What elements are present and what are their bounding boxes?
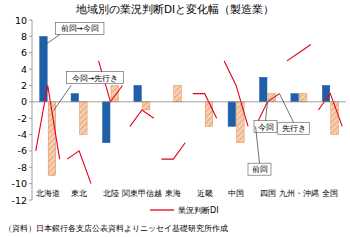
y-tick (29, 69, 32, 70)
plot-marks (36, 36, 342, 183)
y-tick-label: 4 (21, 64, 27, 75)
y-tick (29, 52, 32, 53)
annotation: 前回 (252, 165, 268, 174)
annotation-box (248, 163, 271, 175)
annotation-box (67, 72, 124, 84)
y-tick (29, 150, 32, 151)
y-tick-label: 10 (15, 15, 27, 26)
zero-line (32, 101, 346, 102)
bar (174, 85, 182, 101)
y-tick (29, 183, 32, 184)
di-line (193, 94, 217, 119)
bar (291, 94, 299, 102)
chart: 地域別の業況判断DIと変化幅（製造業） -12 -10 -8 -6 -4 -2 0 2 4 6 8 10… (0, 0, 350, 237)
di-line (318, 94, 342, 127)
y-tick (29, 134, 32, 135)
y-tick-label: -10 (11, 178, 27, 189)
bar (299, 94, 307, 102)
di-line (130, 110, 154, 126)
y-tick (29, 101, 32, 102)
di-line (161, 143, 185, 159)
di-line (67, 151, 91, 184)
bar (142, 102, 150, 110)
y-tick-label: -6 (18, 145, 27, 156)
bar (260, 77, 268, 102)
x-tick-label: 北海道 (36, 189, 60, 198)
x-tick-label: 北陸 (103, 189, 119, 198)
title: 地域別の業況判断DIと変化幅（製造業） (75, 3, 274, 15)
y-tick (29, 167, 32, 168)
y-axis (32, 20, 33, 200)
annotation-arrow (54, 85, 71, 110)
annotation-box (254, 121, 277, 133)
annotation-arrow (279, 94, 293, 123)
y-tick-label: 2 (21, 80, 27, 91)
annotation-arrow (256, 126, 260, 163)
y-tick (29, 118, 32, 119)
bar (134, 85, 142, 101)
y-tick-label: -8 (18, 162, 27, 173)
y-tick-label: 8 (21, 31, 27, 42)
y-tick-label: -2 (18, 113, 27, 124)
bar (71, 94, 79, 102)
x-tick-label: 関東甲信越 (122, 189, 162, 198)
annotation: 先行き (282, 124, 306, 133)
legend-label: 業況判断DI (178, 206, 219, 215)
y-tick-label: 6 (21, 47, 27, 58)
di-line (287, 45, 311, 61)
annotation: 前回→今回 (61, 24, 99, 33)
bar (228, 102, 236, 127)
legend-swatch (150, 209, 174, 210)
source: （資料）日本銀行各支店公表資料よりニッセイ基礎研究所作成 (4, 224, 228, 233)
annotation: 今回 (258, 123, 274, 132)
y-tick (29, 36, 32, 37)
x-tick-label: 四国 (260, 189, 276, 198)
annotation-arrow (266, 102, 268, 121)
x-tick-label: 中国 (228, 189, 244, 198)
y-tick-label: 0 (21, 96, 27, 107)
bar (80, 102, 88, 135)
x-tick-label: 東北 (71, 189, 87, 198)
annotation-box (278, 122, 310, 134)
x-tick-label: 九州・沖縄 (279, 189, 319, 198)
di-line (224, 61, 248, 126)
di-line (36, 85, 60, 159)
y-tick (29, 20, 32, 21)
x-tick-label: 近畿 (197, 189, 213, 198)
y-tick-label: -4 (18, 129, 27, 140)
annotation-arrow (45, 35, 59, 45)
bar (103, 102, 111, 143)
y-tick-label: -12 (11, 195, 27, 206)
bar (205, 102, 213, 127)
y-tick (29, 200, 32, 201)
y-tick (29, 85, 32, 86)
annotation: 今回→先行き (72, 74, 118, 83)
x-tick-label: 東海 (165, 189, 181, 198)
annotation-box (55, 22, 103, 34)
x-tick-label: 全国 (322, 189, 338, 198)
